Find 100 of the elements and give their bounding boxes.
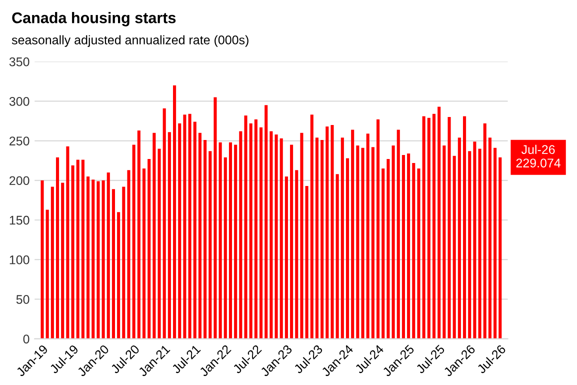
bar [61,182,64,339]
bar [208,151,212,339]
bar [346,158,350,339]
bar [66,146,70,339]
bar [417,168,420,339]
bar [214,97,217,339]
bar [148,159,151,339]
bar [183,114,186,339]
bar [198,132,202,339]
bar [432,114,436,339]
bar [234,144,238,339]
bar [376,119,380,339]
bar [162,108,166,339]
bar [254,119,258,339]
bar [137,130,140,339]
bar [315,138,319,339]
bar [259,127,263,339]
bar [498,157,502,339]
y-tick-label: 100 [10,255,30,264]
bar [438,106,441,339]
bar [386,159,390,339]
bar [270,131,273,339]
bar [204,140,207,339]
bar [96,181,100,339]
bar [106,172,110,339]
bar [193,122,196,339]
bar [71,165,74,339]
bar [336,174,339,339]
bar [320,140,324,339]
bar [494,148,497,339]
bar [483,123,486,339]
bar [448,117,451,339]
bar [132,144,136,339]
bar [290,144,294,339]
bar [274,134,278,339]
bar [40,180,44,339]
bar [442,146,446,339]
bar [122,186,126,339]
bar [280,138,283,339]
bar [340,138,344,339]
bar [92,180,95,339]
bar [396,130,400,339]
bar [117,212,120,339]
bar [249,123,252,339]
bar [351,130,354,339]
bar [188,114,192,339]
bar [244,115,248,339]
bar [382,168,385,339]
y-tick-label: 150 [10,216,30,225]
bar [305,186,308,339]
y-tick-label: 50 [16,295,30,304]
bar [371,147,374,339]
y-tick-label: 300 [9,97,30,106]
bar [152,132,156,339]
bar [158,148,161,339]
bar [102,180,105,339]
chart-subtitle: seasonally adjusted annualized rate (000s) [12,35,248,47]
annotation: Jul-26 229.074 [516,144,561,168]
bar [112,189,116,339]
bar [264,105,268,339]
bar [427,118,430,339]
bar [46,210,49,339]
bar [402,155,405,339]
bar [356,146,360,339]
y-tick-label: 350 [9,57,30,66]
bar [168,132,171,339]
bar [239,131,242,339]
bar [50,186,54,339]
bar [468,151,472,339]
bar [392,146,395,339]
y-tick-label: 250 [10,136,30,146]
bar [300,132,304,339]
bar [218,142,222,339]
bar [127,170,130,339]
bar [412,162,416,339]
bar [422,116,426,339]
bar [310,114,314,339]
bar [366,134,370,339]
bar [478,148,482,339]
bar [173,85,176,339]
bar [452,156,456,339]
bar [56,157,60,339]
bar [330,124,334,339]
bar [142,168,146,339]
bar [488,138,492,339]
bar [326,126,329,339]
bar [473,142,476,339]
bar [178,123,182,339]
bar [407,153,410,339]
bar [86,176,90,339]
y-tick-label: 200 [10,176,30,186]
bar [228,142,232,339]
y-tick-label: 0 [23,334,30,344]
bar [224,157,227,339]
bar [284,176,288,339]
bar [81,160,84,339]
bar [462,116,466,339]
bar [295,170,298,339]
bar [361,148,364,339]
bar [76,160,80,339]
